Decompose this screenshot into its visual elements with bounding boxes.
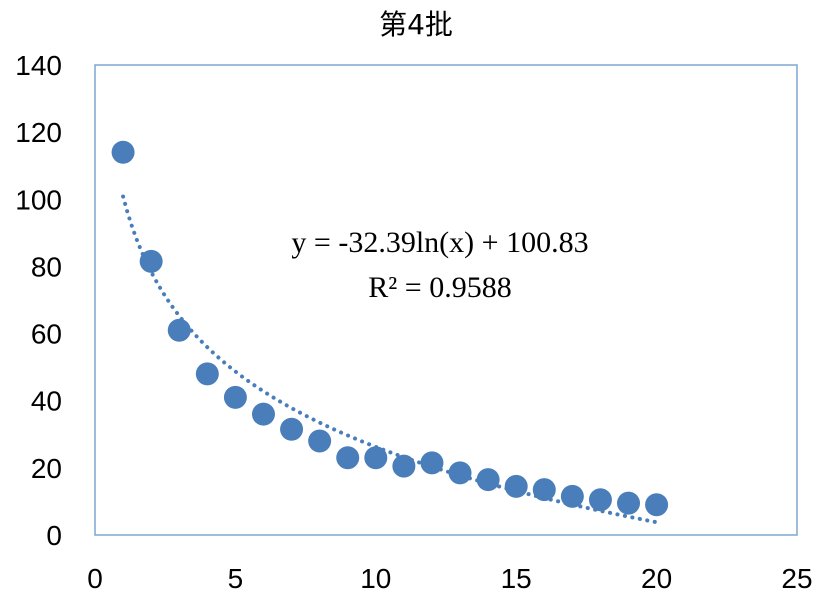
chart-title: 第4批 xyxy=(379,8,453,41)
x-tick-label: 15 xyxy=(501,563,532,594)
data-point xyxy=(336,446,360,470)
y-axis-ticks: 0 20 40 60 80 100 120 140 xyxy=(15,50,62,551)
data-point xyxy=(364,446,388,470)
data-point xyxy=(223,385,247,409)
data-point xyxy=(532,478,556,502)
plot-area-border xyxy=(94,64,798,536)
data-point xyxy=(476,468,500,492)
data-point xyxy=(308,429,332,453)
data-point xyxy=(195,362,219,386)
data-point xyxy=(111,140,135,164)
y-tick-label: 0 xyxy=(46,520,62,551)
x-tick-label: 25 xyxy=(781,563,812,594)
x-tick-label: 20 xyxy=(641,563,672,594)
data-point xyxy=(251,402,275,426)
data-point xyxy=(617,491,641,515)
y-tick-label: 60 xyxy=(31,319,62,350)
y-tick-label: 80 xyxy=(31,251,62,282)
x-tick-label: 5 xyxy=(228,563,244,594)
y-tick-label: 120 xyxy=(15,117,62,148)
data-point xyxy=(139,249,163,273)
x-tick-label: 10 xyxy=(360,563,391,594)
data-point xyxy=(420,451,444,475)
data-point xyxy=(645,493,669,517)
data-point xyxy=(392,454,416,478)
data-point xyxy=(588,488,612,512)
trendline xyxy=(121,194,659,525)
data-points xyxy=(111,140,669,517)
y-tick-label: 100 xyxy=(15,184,62,215)
r-squared-label: R² = 0.9588 xyxy=(368,271,511,304)
data-point xyxy=(167,318,191,342)
x-tick-label: 0 xyxy=(87,563,103,594)
trendline-equation: y = -32.39ln(x) + 100.83 xyxy=(291,226,588,259)
data-point xyxy=(448,461,472,485)
data-point xyxy=(560,484,584,508)
trendline-group xyxy=(121,194,659,525)
data-point xyxy=(280,417,304,441)
data-point xyxy=(504,474,528,498)
y-tick-label: 40 xyxy=(31,386,62,417)
y-tick-label: 140 xyxy=(15,50,62,81)
x-axis-ticks: 0 5 10 15 20 25 xyxy=(87,563,812,594)
y-tick-label: 20 xyxy=(31,453,62,484)
